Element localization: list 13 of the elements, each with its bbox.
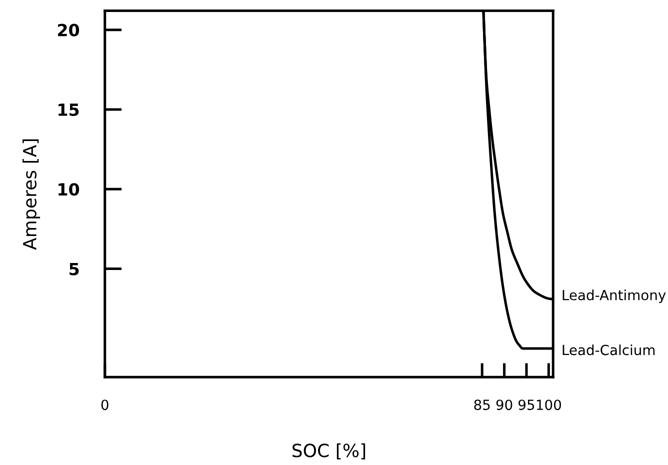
y-tick-label: 10 — [58, 183, 80, 196]
series-label: Lead-Antimony — [562, 290, 666, 303]
y-tick-label: 20 — [58, 24, 80, 36]
x-tick-label: 95 — [518, 400, 534, 410]
y-axis-title: Amperes [A] — [22, 139, 40, 250]
y-tick-label: 5 — [70, 262, 79, 276]
x-axis-title: SOC [%] — [292, 443, 366, 460]
x-tick-label: 90 — [496, 400, 512, 410]
x-tick-label: 85 — [474, 400, 490, 410]
series-label: Lead-Calcium — [562, 344, 655, 356]
y-tick-label: 15 — [58, 104, 79, 116]
x-tick-label: 100 — [536, 400, 561, 410]
x-tick-label: 0 — [101, 400, 108, 410]
